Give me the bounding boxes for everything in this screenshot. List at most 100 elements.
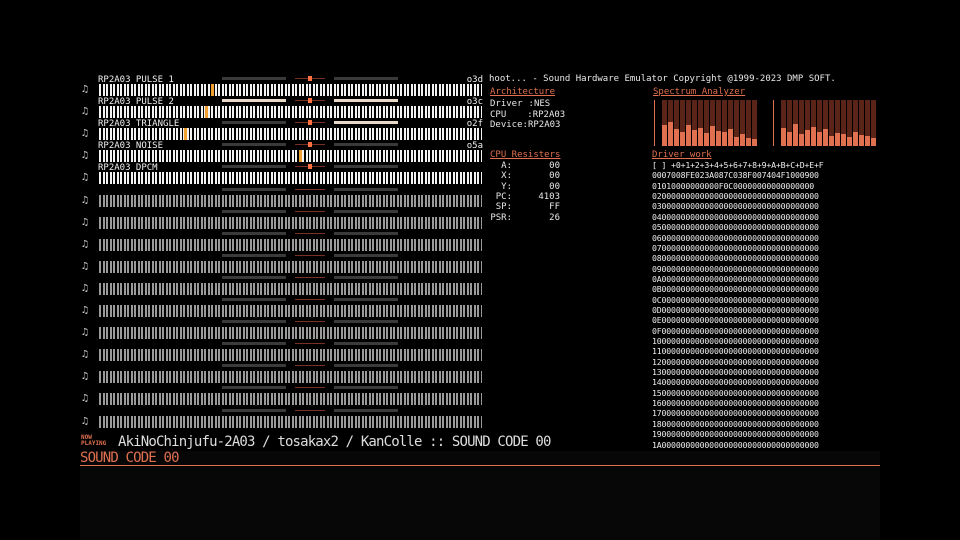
now-playing-icon: NOW PLAYING — [81, 435, 106, 447]
channel-mute-icon[interactable]: ♫ — [82, 393, 89, 405]
spectrum-left-axis — [654, 100, 658, 146]
channel-mute-icon[interactable]: ♫ — [82, 305, 89, 316]
channel-mute-icon[interactable]: ♫ — [82, 216, 89, 228]
architecture-heading: Architecture — [490, 87, 556, 97]
channel-row[interactable]: ♫ — [80, 253, 485, 275]
volume-meter-left — [222, 143, 286, 147]
memory-row: 16000000000000000000000000000000000 — [652, 398, 819, 409]
spectrum-band — [871, 138, 876, 146]
spectrum-band — [692, 130, 697, 146]
volume-meter-right — [334, 386, 398, 390]
channel-row[interactable]: ♫ — [80, 209, 485, 231]
spectrum-band-bg — [680, 100, 685, 146]
channel-keyboard — [98, 128, 482, 141]
volume-meter-left — [222, 298, 286, 301]
channel-row[interactable]: ♫ — [80, 363, 485, 385]
channel-row[interactable]: ♫ RP2A03 TRIANGLE o2f — [80, 119, 485, 142]
channel-keyboard — [98, 393, 482, 406]
channel-mute-icon[interactable]: ♫ — [82, 260, 89, 272]
channel-row[interactable]: ♫ — [80, 408, 485, 430]
memory-row: 09000000000000000000000000000000000 — [652, 263, 819, 274]
channel-row[interactable]: ♫ — [80, 385, 485, 407]
spectrum-band — [835, 133, 840, 146]
channel-keyboard — [98, 238, 482, 251]
register-label: A: — [501, 161, 512, 171]
spectrum-band-bg — [811, 100, 816, 146]
memory-row: 13000000000000000000000000000000000 — [652, 367, 819, 378]
channel-row[interactable]: ♫ — [80, 297, 485, 319]
spectrum-band — [740, 134, 745, 146]
pan-marker — [308, 120, 312, 126]
memory-row: 15000000000000000000000000000000000 — [652, 387, 819, 398]
channel-name: RP2A03 TRIANGLE — [98, 119, 180, 130]
device-label: Device — [490, 120, 523, 130]
spectrum-band — [704, 133, 709, 146]
spectrum-band — [716, 131, 721, 146]
driver-work-heading: Driver work — [652, 150, 712, 160]
spectrum-band-bg — [740, 100, 745, 146]
channel-row[interactable]: ♫ — [80, 275, 485, 297]
channel-mute-icon[interactable]: ♫ — [82, 84, 89, 95]
spectrum-band — [781, 128, 786, 146]
volume-meter-right — [334, 364, 398, 368]
volume-meter-left — [222, 364, 286, 368]
channel-mute-icon[interactable]: ♫ — [82, 327, 89, 339]
channel-keyboard — [98, 371, 482, 384]
volume-meter-left — [222, 165, 286, 169]
spectrum-band — [746, 138, 751, 146]
channel-mute-icon[interactable]: ♫ — [82, 238, 89, 250]
channel-row[interactable]: ♫ RP2A03 PULSE 2 o3c — [80, 97, 485, 120]
cpu-registers-heading: CPU Resisters — [490, 150, 561, 160]
pan-indicator — [295, 320, 325, 323]
channel-mute-icon[interactable]: ♫ — [82, 106, 89, 118]
channel-mute-icon[interactable]: ♫ — [82, 415, 89, 427]
pan-indicator — [295, 164, 325, 170]
register-row: PSR: 26 — [490, 213, 560, 223]
spectrum-band-bg — [716, 100, 721, 146]
driver-label: Driver — [490, 99, 523, 109]
channel-mute-icon[interactable]: ♫ — [82, 371, 89, 383]
channel-row[interactable]: ♫ — [80, 231, 485, 253]
channel-mute-icon[interactable]: ♫ — [82, 349, 89, 361]
channel-row[interactable]: ♫ — [80, 341, 485, 363]
key-marker — [205, 106, 208, 119]
channel-keyboard — [98, 150, 482, 163]
sound-code-panel[interactable]: SOUND CODE 00 — [80, 451, 880, 540]
channel-row[interactable]: ♫ RP2A03 DPCM — [80, 163, 485, 186]
channel-row[interactable]: ♫ — [80, 187, 485, 209]
memory-row: 0B000000000000000000000000000000000 — [652, 284, 819, 295]
volume-meter-right — [334, 231, 398, 235]
spectrum-band-bg — [829, 100, 834, 146]
device-row: Device:RP2A03 — [490, 120, 561, 130]
pan-indicator — [295, 342, 325, 345]
spectrum-analyzer-heading: Spectrum Analyzer — [653, 87, 746, 97]
channel-mute-icon[interactable]: ♫ — [82, 194, 89, 206]
register-row: PC: 4103 — [490, 192, 560, 202]
pan-indicator — [295, 254, 325, 257]
channel-mute-icon[interactable]: ♫ — [82, 128, 89, 140]
spectrum-band — [817, 132, 822, 146]
volume-meter-left — [222, 320, 286, 324]
memory-row: 02000000000000000000000000000000000 — [652, 191, 819, 202]
channel-mute-icon[interactable]: ♫ — [82, 150, 89, 162]
volume-meter-left — [222, 209, 286, 213]
spectrum-band — [841, 134, 846, 146]
channel-name: RP2A03 PULSE 2 — [98, 97, 174, 108]
channel-row[interactable]: ♫ — [80, 319, 485, 341]
channel-mute-icon[interactable]: ♫ — [82, 282, 89, 294]
channel-row[interactable]: ♫ RP2A03 NOISE o5a — [80, 141, 485, 164]
driver-work-column-header: [ ] +0+1+2+3+4+5+6+7+8+9+A+B+C+D+E+F — [652, 160, 824, 170]
spectrum-band — [793, 124, 798, 146]
spectrum-band-bg — [752, 100, 757, 146]
channel-row[interactable]: ♫ RP2A03 PULSE 1 o3d — [80, 75, 485, 98]
register-value: 26 — [549, 212, 560, 223]
memory-row: 17000000000000000000000000000000000 — [652, 408, 819, 419]
spectrum-band-bg — [746, 100, 751, 146]
memory-row: 1A000000000000000000000000000000000 — [652, 439, 819, 450]
volume-meter-left — [222, 99, 286, 103]
spectrum-band — [805, 130, 810, 146]
memory-row: 04000000000000000000000000000000000 — [652, 211, 819, 222]
driver-row: Driver:NES — [490, 99, 551, 109]
register-label: SP: — [495, 202, 512, 213]
channel-mute-icon[interactable]: ♫ — [82, 172, 89, 184]
